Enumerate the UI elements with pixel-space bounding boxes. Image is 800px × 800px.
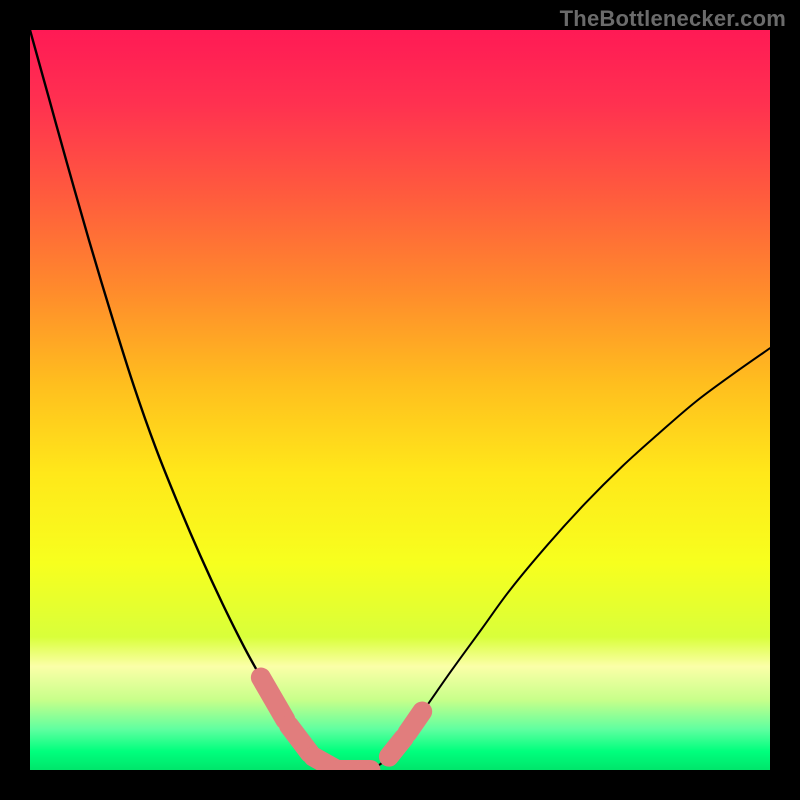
chart-frame: TheBottlenecker.com: [0, 0, 800, 800]
chart-svg: [30, 30, 770, 770]
plot-area: [30, 30, 770, 770]
watermark-text: TheBottlenecker.com: [560, 6, 786, 32]
marker-capsule: [407, 712, 422, 733]
plot-background: [30, 30, 770, 770]
